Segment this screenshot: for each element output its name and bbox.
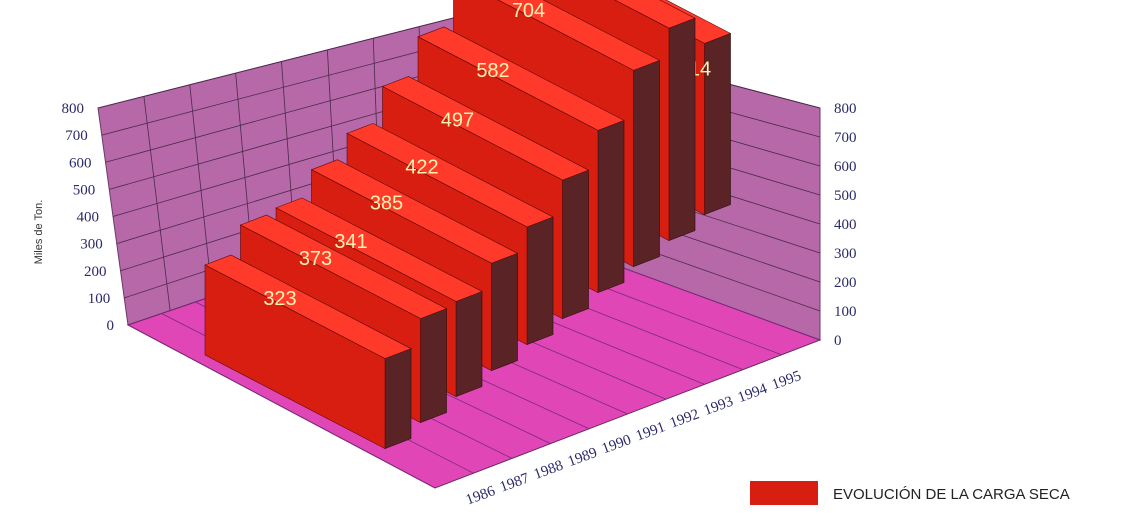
y-tick-right: 200 (834, 275, 857, 291)
y-tick-left: 700 (65, 128, 88, 144)
y-tick-left: 800 (62, 101, 85, 117)
x-tick: 1992 (668, 406, 702, 431)
y-tick-right: 500 (834, 188, 857, 204)
data-label: 341 (334, 231, 367, 253)
y-tick-right: 0 (834, 333, 842, 349)
bar-side (562, 169, 589, 320)
x-tick: 1988 (532, 458, 566, 483)
legend: EVOLUCIÓN DE LA CARGA SECA (750, 481, 1070, 505)
x-tick: 1987 (498, 470, 532, 495)
x-tick: 1986 (464, 483, 498, 508)
bar-side (384, 348, 412, 450)
y-tick-right: 800 (834, 101, 857, 117)
x-tick: 1990 (600, 432, 634, 457)
y-tick-left: 500 (73, 182, 96, 198)
y-tick-right: 600 (834, 159, 857, 175)
bar-side (455, 291, 483, 398)
data-label: 373 (299, 248, 332, 270)
chart-bars: 614762704582497422385341373323 (204, 0, 732, 450)
data-label: 497 (441, 109, 474, 131)
y-tick-right: 300 (834, 246, 857, 262)
bar-side (526, 216, 554, 346)
bar-front (204, 264, 386, 450)
x-tick: 1994 (736, 381, 770, 406)
x-tick: 1989 (566, 445, 600, 470)
y-tick-left: 0 (107, 318, 115, 334)
legend-swatch (750, 481, 818, 505)
x-tick: 1993 (702, 394, 736, 419)
legend-label: EVOLUCIÓN DE LA CARGA SECA (833, 486, 1070, 503)
y-tick-right: 400 (834, 217, 857, 233)
floor-line (127, 324, 436, 489)
bar-1986: 323 (204, 254, 412, 450)
y-axis-left-ticks: 0 100 200 300 400 500 600 700 800 (62, 101, 115, 334)
y-axis-label: Miles de Ton. (33, 200, 45, 265)
bar-side (491, 252, 518, 372)
data-label: 385 (370, 193, 403, 215)
bar-side (420, 308, 447, 424)
y-axis-right-ticks: 0 100 200 300 400 500 600 700 800 (834, 101, 857, 349)
gridline-v (143, 96, 171, 311)
data-label: 323 (263, 288, 296, 310)
y-tick-left: 600 (69, 155, 92, 171)
y-tick-right: 100 (834, 304, 857, 320)
y-tick-left: 200 (84, 264, 107, 280)
x-tick: 1991 (634, 419, 668, 444)
bar-side (597, 119, 625, 294)
y-tick-right: 700 (834, 130, 857, 146)
y-tick-left: 300 (80, 237, 103, 253)
gridline-v (189, 84, 213, 297)
x-tick: 1995 (770, 368, 804, 393)
data-label: 422 (405, 156, 438, 178)
data-label: 582 (476, 60, 509, 82)
bar-side (633, 59, 660, 268)
y-tick-left: 400 (77, 210, 100, 226)
y-tick-left: 100 (88, 291, 111, 307)
bar-top (614, 0, 696, 29)
data-label: 704 (512, 0, 545, 22)
bar-side (668, 17, 696, 242)
